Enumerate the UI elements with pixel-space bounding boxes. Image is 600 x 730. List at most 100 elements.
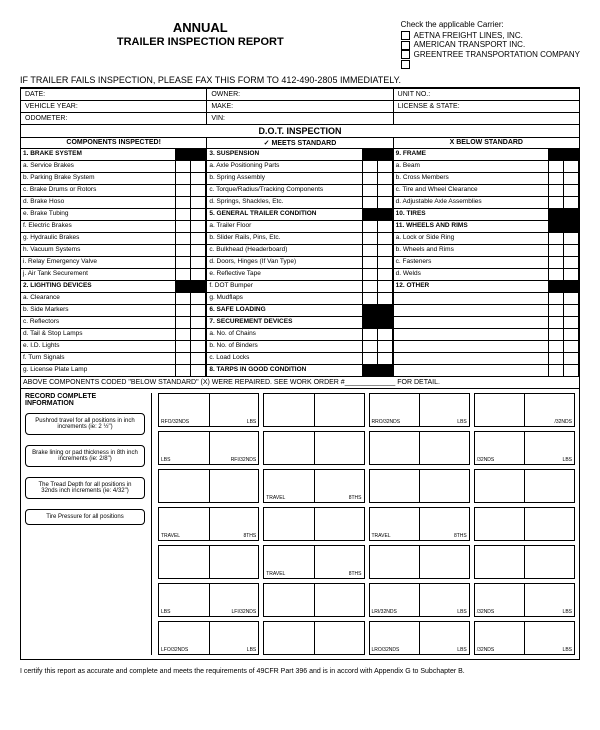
measurement-box[interactable]: TRAVEL8THS xyxy=(263,545,364,579)
check-below[interactable] xyxy=(191,293,206,304)
measurement-box[interactable]: LRI/32NDSLBS xyxy=(369,583,470,617)
measurement-box[interactable]: LRO/32NDSLBS xyxy=(369,621,470,655)
check-meets[interactable] xyxy=(176,341,191,352)
check-below[interactable] xyxy=(191,221,206,232)
check-meets[interactable] xyxy=(549,233,564,244)
info-field[interactable]: VEHICLE YEAR: xyxy=(21,101,207,112)
info-field[interactable]: OWNER: xyxy=(207,89,393,100)
check-meets[interactable] xyxy=(549,245,564,256)
check-meets[interactable] xyxy=(549,257,564,268)
check-below[interactable] xyxy=(378,317,393,328)
measurement-box[interactable] xyxy=(263,507,364,541)
checkbox-icon[interactable] xyxy=(401,50,410,59)
check-meets[interactable] xyxy=(363,209,378,220)
check-meets[interactable] xyxy=(176,257,191,268)
check-below[interactable] xyxy=(191,209,206,220)
check-meets[interactable] xyxy=(363,197,378,208)
measurement-box[interactable]: TRAVEL8THS xyxy=(158,507,259,541)
check-below[interactable] xyxy=(564,293,579,304)
measurement-box[interactable] xyxy=(369,431,470,465)
check-meets[interactable] xyxy=(549,221,564,232)
measurement-box[interactable]: RFO/32NDSLBS xyxy=(158,393,259,427)
measurement-box[interactable]: LFO/32NDSLBS xyxy=(158,621,259,655)
check-meets[interactable] xyxy=(549,293,564,304)
carrier-option[interactable]: AMERICAN TRANSPORT INC. xyxy=(401,40,580,49)
check-below[interactable] xyxy=(191,329,206,340)
check-meets[interactable] xyxy=(363,173,378,184)
check-meets[interactable] xyxy=(176,317,191,328)
check-below[interactable] xyxy=(378,365,393,376)
measurement-box[interactable]: TRAVEL8THS xyxy=(369,507,470,541)
check-meets[interactable] xyxy=(363,329,378,340)
measurement-box[interactable] xyxy=(158,469,259,503)
check-below[interactable] xyxy=(564,257,579,268)
check-below[interactable] xyxy=(564,341,579,352)
info-field[interactable]: DATE: xyxy=(21,89,207,100)
measurement-box[interactable]: LBSLFI/32NDS xyxy=(158,583,259,617)
check-below[interactable] xyxy=(564,233,579,244)
carrier-option[interactable]: GREENTREE TRANSPORTATION COMPANY xyxy=(401,50,580,59)
measurement-box[interactable]: /32NDSLBS xyxy=(474,621,575,655)
check-below[interactable] xyxy=(378,305,393,316)
check-below[interactable] xyxy=(191,257,206,268)
check-below[interactable] xyxy=(191,317,206,328)
check-meets[interactable] xyxy=(363,365,378,376)
check-meets[interactable] xyxy=(363,161,378,172)
check-meets[interactable] xyxy=(363,221,378,232)
check-below[interactable] xyxy=(564,353,579,364)
check-below[interactable] xyxy=(564,281,579,292)
check-below[interactable] xyxy=(191,353,206,364)
measurement-box[interactable] xyxy=(474,507,575,541)
check-meets[interactable] xyxy=(176,149,191,160)
check-meets[interactable] xyxy=(549,197,564,208)
check-meets[interactable] xyxy=(549,365,564,376)
carrier-option[interactable] xyxy=(401,59,580,68)
check-below[interactable] xyxy=(564,269,579,280)
check-below[interactable] xyxy=(564,305,579,316)
check-meets[interactable] xyxy=(549,281,564,292)
check-below[interactable] xyxy=(378,197,393,208)
measurement-box[interactable] xyxy=(369,545,470,579)
check-below[interactable] xyxy=(378,293,393,304)
info-field[interactable]: MAKE: xyxy=(207,101,393,112)
measurement-box[interactable]: RRO/32NDSLBS xyxy=(369,393,470,427)
check-meets[interactable] xyxy=(363,293,378,304)
measurement-box[interactable]: /32NDS xyxy=(474,393,575,427)
info-field[interactable] xyxy=(394,113,579,124)
check-below[interactable] xyxy=(191,173,206,184)
check-meets[interactable] xyxy=(176,161,191,172)
check-meets[interactable] xyxy=(176,173,191,184)
info-field[interactable]: VIN: xyxy=(207,113,393,124)
check-below[interactable] xyxy=(378,149,393,160)
check-below[interactable] xyxy=(378,233,393,244)
check-meets[interactable] xyxy=(363,305,378,316)
check-meets[interactable] xyxy=(176,353,191,364)
measurement-box[interactable] xyxy=(158,545,259,579)
check-meets[interactable] xyxy=(363,149,378,160)
check-below[interactable] xyxy=(378,245,393,256)
info-field[interactable]: LICENSE & STATE: xyxy=(394,101,579,112)
check-meets[interactable] xyxy=(363,353,378,364)
measurement-box[interactable]: /32NDSLBS xyxy=(474,583,575,617)
check-meets[interactable] xyxy=(176,365,191,376)
check-below[interactable] xyxy=(378,185,393,196)
measurement-box[interactable] xyxy=(263,431,364,465)
measurement-box[interactable] xyxy=(263,393,364,427)
check-meets[interactable] xyxy=(363,245,378,256)
check-meets[interactable] xyxy=(176,221,191,232)
check-below[interactable] xyxy=(191,341,206,352)
check-meets[interactable] xyxy=(176,293,191,304)
check-meets[interactable] xyxy=(363,233,378,244)
check-below[interactable] xyxy=(191,233,206,244)
checkbox-icon[interactable] xyxy=(401,31,410,40)
measurement-box[interactable]: TRAVEL8THS xyxy=(263,469,364,503)
check-below[interactable] xyxy=(378,257,393,268)
check-meets[interactable] xyxy=(549,161,564,172)
check-meets[interactable] xyxy=(176,233,191,244)
measurement-box[interactable] xyxy=(263,583,364,617)
check-meets[interactable] xyxy=(549,353,564,364)
check-below[interactable] xyxy=(191,281,206,292)
check-below[interactable] xyxy=(564,209,579,220)
check-meets[interactable] xyxy=(176,281,191,292)
check-below[interactable] xyxy=(564,149,579,160)
